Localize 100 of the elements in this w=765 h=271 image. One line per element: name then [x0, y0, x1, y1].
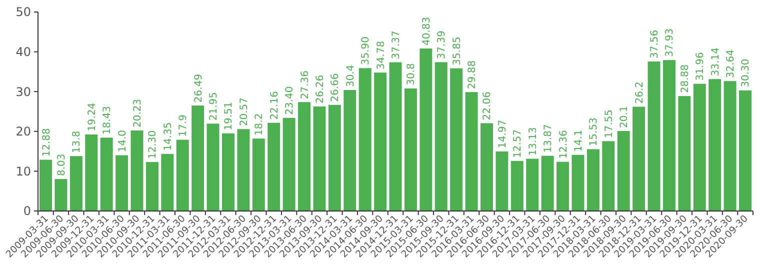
data-label: 31.96	[695, 52, 706, 81]
bar	[282, 118, 296, 211]
bar	[313, 106, 326, 211]
bar	[541, 156, 554, 211]
data-label: 12.57	[512, 129, 524, 158]
data-label: 26.26	[314, 74, 326, 104]
data-label: 26.2	[634, 81, 646, 104]
data-label: 33.14	[710, 47, 722, 76]
data-label: 30.30	[740, 58, 752, 88]
bar	[100, 138, 113, 211]
data-label: 17.55	[604, 110, 615, 138]
bar	[556, 162, 570, 211]
bar	[222, 133, 234, 211]
data-label: 22.16	[269, 91, 280, 120]
data-label: 20.57	[238, 97, 250, 126]
data-label: 29.88	[467, 60, 478, 90]
bar	[480, 123, 493, 211]
data-label: 19.51	[224, 102, 235, 130]
bar	[116, 155, 128, 211]
y-tick-label: 40	[16, 45, 31, 59]
data-label: 14.1	[573, 130, 584, 152]
bar	[450, 68, 463, 211]
bar	[420, 48, 432, 211]
bar	[648, 62, 660, 211]
bar	[206, 124, 220, 211]
bar	[252, 138, 265, 211]
bar	[298, 102, 310, 211]
y-tick-label: 30	[16, 84, 31, 99]
bar	[70, 156, 82, 211]
bar	[510, 160, 524, 211]
data-label: 40.83	[421, 16, 432, 46]
bar	[237, 129, 250, 211]
bar	[617, 131, 630, 211]
bar	[85, 134, 98, 211]
bar	[358, 68, 372, 211]
data-label: 35.85	[452, 36, 463, 66]
data-label: 14.97	[497, 120, 508, 148]
data-label: 27.36	[300, 70, 311, 100]
data-label: 30.4	[345, 64, 356, 88]
data-label: 22.06	[482, 92, 494, 120]
bar	[678, 96, 691, 211]
data-label: 20.23	[132, 98, 144, 128]
bar	[374, 72, 387, 211]
bar	[465, 92, 478, 211]
data-label: 35.90	[360, 36, 372, 66]
y-tick-label: 20	[16, 124, 31, 139]
data-label: 13.8	[72, 130, 83, 154]
bar	[724, 81, 736, 211]
bar	[328, 104, 341, 211]
data-label: 13.87	[543, 124, 554, 153]
bar	[268, 122, 280, 211]
data-label: 37.56	[650, 30, 661, 59]
data-label: 37.93	[664, 28, 676, 58]
bar	[146, 162, 158, 211]
data-label: 17.9	[178, 114, 190, 137]
y-tick-label: 10	[16, 164, 31, 178]
bar	[40, 160, 52, 211]
bar	[632, 106, 646, 211]
data-label: 37.39	[436, 30, 448, 60]
data-label: 21.95	[208, 92, 220, 121]
data-label: 15.53	[588, 118, 600, 146]
data-label: 12.36	[558, 130, 570, 159]
data-label: 13.13	[528, 127, 539, 156]
data-label: 18.2	[254, 113, 266, 136]
bar	[389, 62, 402, 211]
bar	[739, 90, 752, 211]
bar	[708, 79, 722, 211]
data-label: 12.30	[148, 130, 159, 160]
bar	[586, 149, 600, 211]
bar	[404, 88, 417, 211]
bar	[54, 179, 68, 211]
bar	[176, 140, 189, 211]
data-label: 14.0	[117, 130, 128, 152]
bar	[192, 106, 204, 211]
data-label: 37.37	[391, 30, 402, 60]
data-label: 26.66	[330, 73, 342, 102]
data-label: 12.88	[41, 128, 52, 157]
y-tick-label: 50	[16, 5, 31, 20]
data-label: 20.1	[619, 106, 630, 128]
data-label: 19.24	[86, 102, 98, 132]
bar	[693, 84, 706, 211]
bar	[496, 151, 508, 211]
data-label: 26.49	[193, 74, 204, 103]
bar	[344, 90, 356, 211]
bar	[662, 60, 676, 211]
y-tick-label: 0	[23, 204, 31, 218]
bar	[602, 141, 615, 211]
data-label: 8.03	[56, 154, 68, 176]
bar	[434, 62, 448, 211]
bar	[526, 158, 539, 211]
data-label: 14.35	[162, 122, 174, 151]
data-label: 23.40	[284, 86, 296, 115]
data-label: 28.88	[680, 64, 691, 94]
bar	[130, 130, 144, 211]
data-label: 34.78	[376, 40, 387, 70]
bar	[161, 154, 174, 211]
data-label: 18.43	[102, 106, 114, 135]
data-label: 32.64	[726, 49, 737, 78]
data-label: 30.8	[406, 63, 418, 86]
bar	[572, 154, 584, 211]
